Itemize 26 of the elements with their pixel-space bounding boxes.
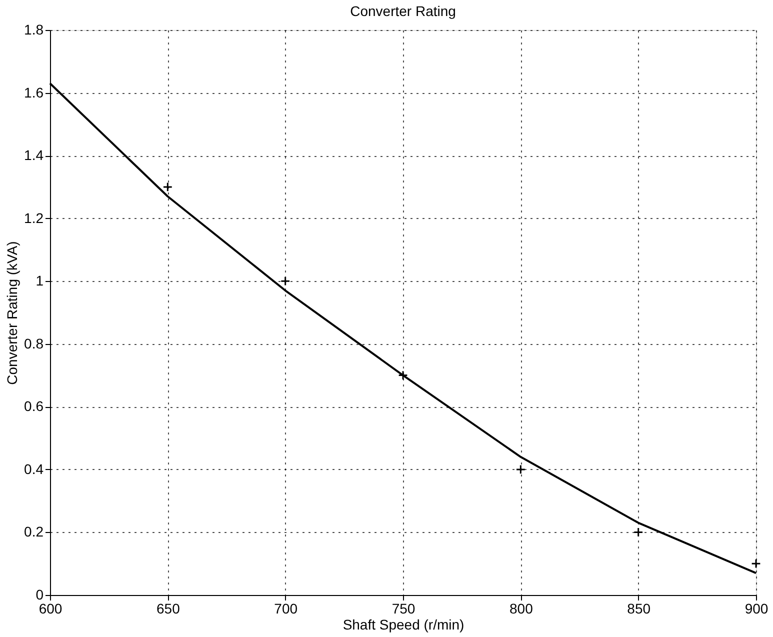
x-axis-title: Shaft Speed (r/min) (342, 616, 464, 632)
x-tick-label: 600 (38, 600, 62, 616)
point (398, 370, 408, 380)
x-tick-label: 850 (627, 600, 651, 616)
y-tick-label: 0.6 (24, 398, 44, 414)
point (280, 276, 290, 286)
chart-title: Converter Rating (350, 3, 456, 19)
y-tick-label: 1.2 (24, 210, 44, 226)
y-axis-title: Converter Rating (kVA) (4, 241, 20, 385)
y-tick-label: 0 (36, 586, 44, 602)
y-tick-label: 1.6 (24, 84, 44, 100)
point (516, 464, 526, 474)
point (633, 527, 644, 538)
y-tick-label: 1.8 (24, 22, 44, 38)
x-tick-label: 750 (392, 600, 416, 616)
x-tick-label: 800 (509, 600, 534, 616)
x-tick-label: 900 (744, 600, 768, 616)
y-tick-label: 1 (36, 272, 44, 289)
point (751, 558, 761, 569)
y-tick-label: 0.4 (24, 460, 44, 477)
x-tick-label: 650 (156, 600, 180, 616)
y-tick-label: 1.4 (24, 147, 44, 164)
y-tick-label: 0.8 (24, 335, 44, 352)
y-tick-label: 0.2 (24, 524, 44, 540)
x-tick-label: 700 (274, 600, 298, 616)
point (162, 182, 173, 192)
